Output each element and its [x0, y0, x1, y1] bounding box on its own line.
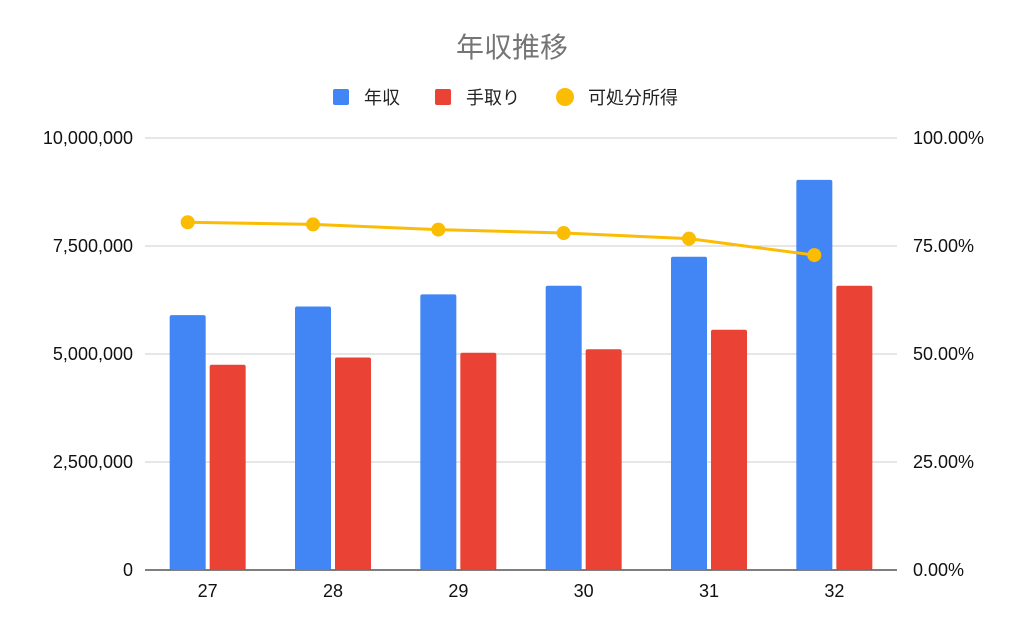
x-tick-label: 32 — [824, 581, 844, 601]
bar-annual-income — [545, 285, 582, 570]
x-tick-label: 29 — [448, 581, 468, 601]
point-disposable-income — [556, 226, 571, 241]
bar-annual-income — [671, 256, 707, 570]
bar-annual-income — [295, 306, 331, 570]
y-right-tick-label: 50.00% — [913, 344, 974, 364]
point-disposable-income — [682, 231, 696, 246]
bar-annual-income — [796, 179, 833, 571]
legend-item-take-home: 手取り — [435, 88, 520, 109]
y-left-tick-label: 5,000,000 — [53, 344, 133, 364]
y-right-tick-label: 0.00% — [913, 560, 964, 580]
legend-label-disposable-income: 可処分所得 — [588, 88, 678, 109]
y-right-tick-label: 75.00% — [913, 236, 974, 256]
bar-annual-income — [420, 294, 457, 570]
legend: 年収 手取り 可処分所得 — [333, 88, 678, 109]
legend-label-annual-income: 年収 — [364, 88, 400, 109]
bar-take-home — [460, 352, 497, 570]
legend-swatch-take-home — [435, 89, 451, 105]
x-tick-label: 30 — [574, 581, 594, 601]
legend-item-disposable-income: 可処分所得 — [556, 88, 678, 109]
point-disposable-income — [180, 215, 195, 230]
legend-item-annual-income: 年収 — [333, 88, 400, 109]
chart-title: 年収推移 — [456, 31, 568, 64]
gridlines — [145, 137, 897, 571]
bars — [169, 179, 873, 571]
y-left-tick-label: 0 — [123, 560, 133, 580]
legend-label-take-home: 手取り — [466, 88, 520, 109]
bar-take-home — [836, 285, 873, 570]
line-disposable-income — [187, 220, 815, 257]
y-axis-left: 0 2,500,000 5,000,000 7,500,000 10,000,000 — [43, 128, 133, 580]
x-axis: 27 28 29 30 31 32 — [198, 581, 845, 601]
bar-take-home — [335, 357, 371, 570]
y-right-tick-label: 25.00% — [913, 452, 974, 472]
x-tick-label: 31 — [699, 581, 719, 601]
y-axis-right: 0.00% 25.00% 50.00% 75.00% 100.00% — [913, 128, 984, 580]
x-tick-label: 27 — [198, 581, 218, 601]
y-right-tick-label: 100.00% — [913, 128, 984, 148]
y-left-tick-label: 7,500,000 — [53, 236, 133, 256]
disposable-income-line — [180, 215, 822, 263]
bar-take-home — [711, 329, 747, 570]
x-tick-label: 28 — [323, 581, 343, 601]
point-disposable-income — [306, 217, 320, 232]
bar-take-home — [585, 349, 622, 570]
bar-annual-income — [169, 315, 206, 570]
legend-swatch-disposable-income — [556, 88, 574, 106]
y-left-tick-label: 10,000,000 — [43, 128, 133, 148]
y-left-tick-label: 2,500,000 — [53, 452, 133, 472]
legend-swatch-annual-income — [333, 89, 349, 105]
bar-take-home — [209, 364, 246, 570]
point-disposable-income — [431, 222, 446, 237]
point-disposable-income — [807, 248, 822, 263]
